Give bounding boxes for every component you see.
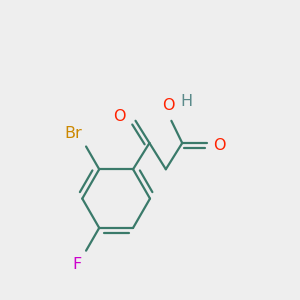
Text: F: F — [72, 256, 82, 272]
Text: O: O — [113, 109, 125, 124]
Text: O: O — [213, 139, 225, 154]
Text: H: H — [180, 94, 192, 109]
Text: Br: Br — [64, 126, 82, 141]
Text: O: O — [162, 98, 175, 113]
